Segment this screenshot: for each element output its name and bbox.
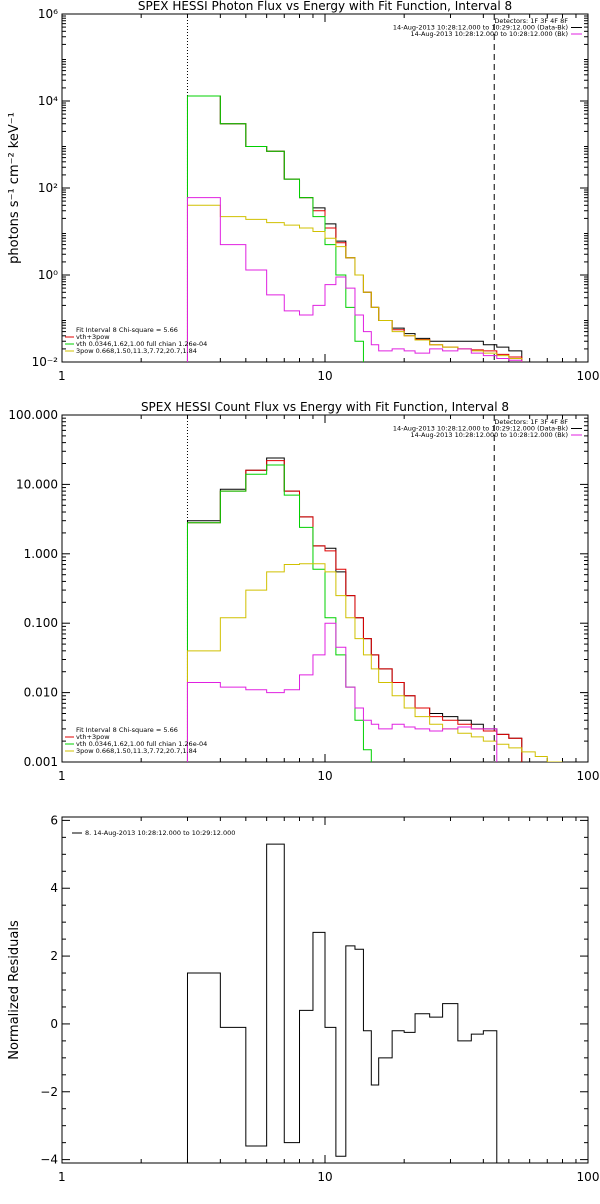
series-group <box>186 95 523 362</box>
y-tick-label: 10⁶ <box>38 7 58 21</box>
legend-entry: Detectors: 1F 3F 4F 8F <box>494 17 568 25</box>
legend-entry: vth+3pow <box>76 733 110 741</box>
legend-entry: 8. 14-Aug-2013 10:28:12.000 to 10:29:12.… <box>85 829 235 837</box>
x-tick-label: 100 <box>577 1170 600 1184</box>
plot-frame <box>61 13 589 363</box>
legend-entry: Detectors: 1F 3F 4F 8F <box>494 418 568 426</box>
y-tick-label: 10.000 <box>16 477 58 491</box>
y-tick-label: 10² <box>38 181 58 195</box>
series-line-5 <box>186 622 498 762</box>
x-tick-label: 1 <box>58 369 66 383</box>
series-group <box>186 843 498 1163</box>
legend-entry: Fit Interval 8 Chi-square = 5.66 <box>76 726 178 734</box>
chart-title: SPEX HESSI Count Flux vs Energy with Fit… <box>141 400 509 414</box>
y-axis-label: photons s⁻¹ cm⁻² keV⁻¹ <box>7 112 22 264</box>
y-tick-label: 0.010 <box>24 686 58 700</box>
series-line-4 <box>186 563 563 762</box>
y-tick-label: 0.001 <box>24 755 58 769</box>
y-tick-label: 10⁰ <box>38 268 58 282</box>
legend-entry: 14-Aug-2013 10:28:12.000 to 10:28:12.000… <box>411 431 568 439</box>
y-tick-label: 10⁴ <box>38 94 58 108</box>
series-line-3 <box>186 464 372 762</box>
legend-entry: Fit Interval 8 Chi-square = 5.66 <box>76 326 178 334</box>
y-tick-label: −2 <box>40 1085 58 1099</box>
legend-entry: 14-Aug-2013 10:28:12.000 to 10:28:12.000… <box>411 30 568 38</box>
series-group <box>186 457 563 762</box>
series-line-5 <box>186 197 523 362</box>
y-tick-label: 100.000 <box>8 408 58 422</box>
y-tick-label: 4 <box>50 881 58 895</box>
y-tick-label: 0.100 <box>24 616 58 630</box>
y-tick-label: 10⁻² <box>32 355 59 369</box>
legend-entry: vth 0.0346,1.62,1.00 full chian 1.26e-04 <box>76 740 207 748</box>
series-line-3 <box>186 95 372 362</box>
x-tick-label: 1 <box>58 1170 66 1184</box>
x-tick-label: 10 <box>317 1170 332 1184</box>
x-tick-label: 1 <box>58 769 66 783</box>
chart-1: SPEX HESSI Photon Flux vs Energy with Fi… <box>7 0 599 383</box>
y-tick-label: 2 <box>50 949 58 963</box>
chart-title: SPEX HESSI Photon Flux vs Energy with Fi… <box>138 0 512 13</box>
y-axis-label: Normalized Residuals <box>7 920 22 1060</box>
series-line-1 <box>186 843 498 1163</box>
legend-entry: vth 0.0346,1.62,1.00 full chian 1.26e-04 <box>76 340 207 348</box>
x-tick-label: 100 <box>577 369 600 383</box>
y-tick-label: 0 <box>50 1017 58 1031</box>
y-tick-label: −4 <box>40 1153 58 1167</box>
legend-entry: 14-Aug-2013 10:28:12.000 to 10:29:12.000… <box>393 24 568 32</box>
x-tick-label: 10 <box>317 769 332 783</box>
chart-3: Normalized Residuals 1 10 100 −4 −2 0 2 4 6 8. 14-… <box>7 813 599 1184</box>
legend-entry: 14-Aug-2013 10:28:12.000 to 10:29:12.000… <box>393 425 568 433</box>
y-tick-label: 6 <box>50 813 58 827</box>
x-tick-label: 100 <box>577 769 600 783</box>
y-tick-label: 1.000 <box>24 547 58 561</box>
legend-entry: vth+3pow <box>76 333 110 341</box>
x-tick-label: 10 <box>317 369 332 383</box>
legend-entry: 3pow 0.668,1.50,11.3,7.72,20.7,1.84 <box>76 747 197 755</box>
chart-2: SPEX HESSI Count Flux vs Energy with Fit… <box>8 400 599 783</box>
legend-entry: 3pow 0.668,1.50,11.3,7.72,20.7,1.84 <box>76 347 197 355</box>
